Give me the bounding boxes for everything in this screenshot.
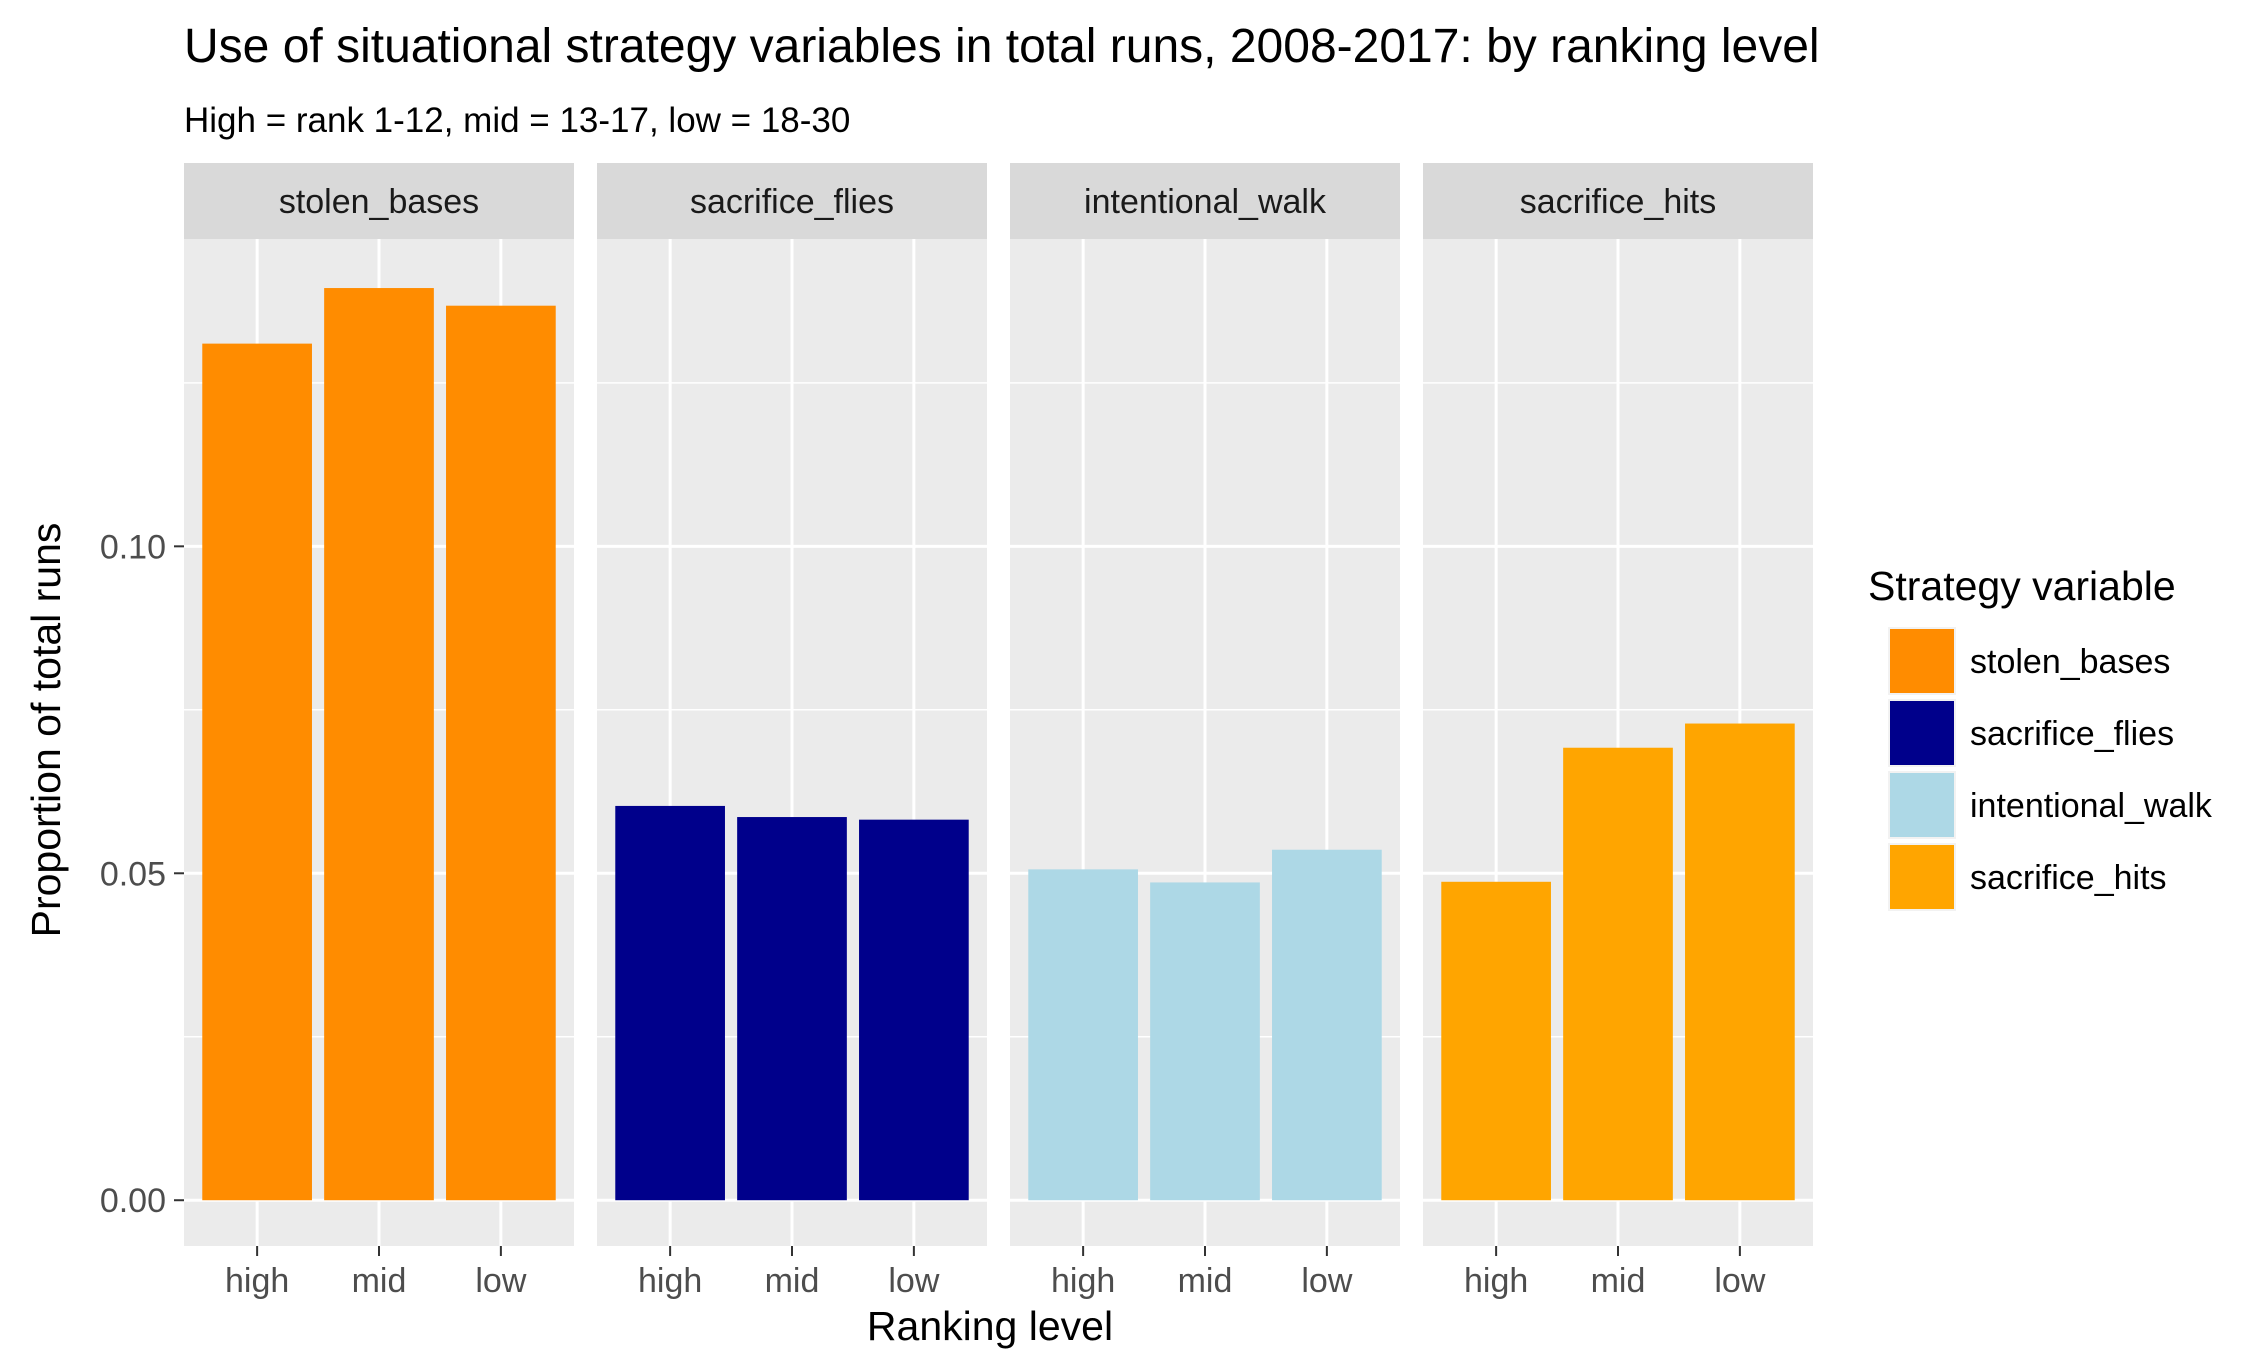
facet-strip [1010,163,1400,239]
bar-intentional_walk-mid [1150,882,1260,1201]
x-tick-label: high [1051,1262,1115,1300]
bar-stolen_bases-low [446,305,556,1201]
bar-sacrifice_hits-low [1685,723,1795,1201]
legend-label: sacrifice_flies [1970,715,2174,753]
facet-strip-label: sacrifice_hits [1520,183,1717,221]
facet-strip-label: stolen_bases [279,183,479,221]
x-axis-title: Ranking level [867,1303,1113,1349]
bar-sacrifice_flies-high [615,805,725,1201]
x-tick-label: high [225,1262,289,1300]
x-tick-label: low [1714,1262,1765,1300]
x-tick-label: mid [1178,1262,1233,1300]
bar-stolen_bases-mid [324,288,434,1201]
facet-strip-label: intentional_walk [1084,183,1327,221]
bar-sacrifice_hits-high [1441,881,1551,1201]
legend-item-sacrifice_flies: sacrifice_flies [1888,699,2174,767]
bar-intentional_walk-high [1028,869,1138,1201]
legend-item-sacrifice_hits: sacrifice_hits [1888,843,2167,911]
legend-label: sacrifice_hits [1970,859,2167,897]
legend-swatch [1890,701,1954,765]
legend-swatch [1890,629,1954,693]
facet-strip [184,163,574,239]
legend-label: stolen_bases [1970,643,2170,681]
chart-title: Use of situational strategy variables in… [184,20,1820,73]
bar-sacrifice_flies-low [859,819,969,1201]
x-tick-label: low [1301,1262,1352,1300]
x-tick-label: mid [352,1262,407,1300]
chart-subtitle: High = rank 1-12, mid = 13-17, low = 18-… [184,101,850,140]
x-tick-label: mid [1591,1262,1646,1300]
x-tick-label: high [638,1262,702,1300]
bar-sacrifice_hits-mid [1563,747,1673,1201]
bar-sacrifice_flies-mid [737,817,847,1201]
legend-title: Strategy variable [1868,563,2176,609]
legend-label: intentional_walk [1970,787,2213,825]
legend-item-intentional_walk: intentional_walk [1888,771,2213,839]
facet-strip-label: sacrifice_flies [690,183,894,221]
facet-strip [1423,163,1813,239]
y-tick-label: 0.10 [100,528,166,566]
legend-item-stolen_bases: stolen_bases [1888,627,2170,695]
y-axis-title: Proportion of total runs [23,523,69,938]
x-tick-label: mid [765,1262,820,1300]
legend-swatch [1890,845,1954,909]
y-axis: 0.00 0.05 0.10 [100,528,184,1220]
legend-swatch [1890,773,1954,837]
bar-intentional_walk-low [1272,849,1382,1201]
y-tick-label: 0.05 [100,855,166,893]
legend: Strategy variable stolen_bases sacrifice_… [1868,563,2213,911]
legend-items: stolen_bases sacrifice_flies intentional_w… [1888,627,2213,911]
x-tick-label: high [1464,1262,1528,1300]
y-tick-label: 0.00 [100,1182,166,1220]
x-tick-label: low [888,1262,939,1300]
x-tick-label: low [475,1262,526,1300]
bar-stolen_bases-high [202,343,312,1201]
facet-strip [597,163,987,239]
